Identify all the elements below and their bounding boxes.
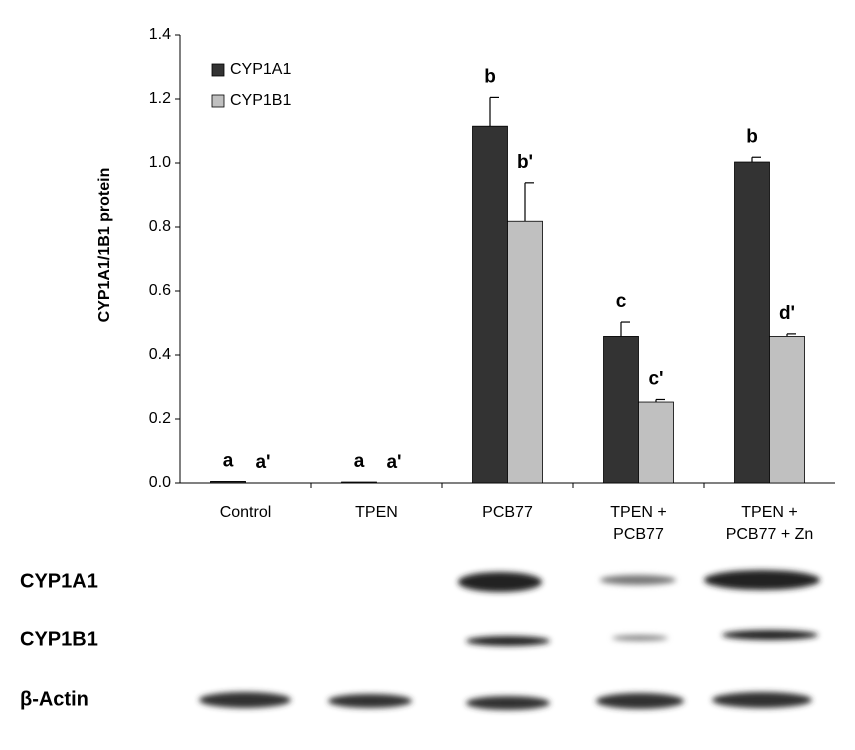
band xyxy=(466,696,550,710)
significance-letter: b xyxy=(484,66,496,87)
bar xyxy=(472,125,508,484)
y-tick-label: 0.2 xyxy=(149,410,171,427)
x-tick-label: Control xyxy=(220,504,272,521)
significance-letter: c' xyxy=(648,368,663,389)
significance-letter: b' xyxy=(517,152,533,173)
significance-letter: c xyxy=(616,291,627,312)
legend-swatch xyxy=(211,63,225,77)
band xyxy=(600,575,676,585)
legend-label: CYP1B1 xyxy=(230,92,291,109)
significance-letter: a xyxy=(354,451,365,472)
band xyxy=(466,636,550,646)
band xyxy=(712,692,812,708)
band xyxy=(199,692,291,708)
band xyxy=(328,694,412,708)
y-tick-label: 1.4 xyxy=(149,26,171,43)
bar xyxy=(341,481,377,484)
x-tick-label: TPEN + xyxy=(610,504,666,521)
y-tick-label: 0.0 xyxy=(149,474,171,491)
y-tick-label: 0.6 xyxy=(149,282,171,299)
y-tick-label: 1.0 xyxy=(149,154,171,171)
band xyxy=(458,572,542,592)
bar xyxy=(210,480,246,484)
band xyxy=(722,630,818,640)
y-tick-label: 0.8 xyxy=(149,218,171,235)
blot-label: β-Actin xyxy=(20,688,89,710)
y-tick-label: 0.4 xyxy=(149,346,171,363)
significance-letter: b xyxy=(746,126,758,147)
blot-label: CYP1B1 xyxy=(20,628,98,650)
band xyxy=(596,693,684,709)
legend-label: CYP1A1 xyxy=(230,61,291,78)
x-tick-label: PCB77 xyxy=(482,504,533,521)
significance-letter: a' xyxy=(255,452,270,473)
bar xyxy=(769,336,805,484)
significance-letter: a xyxy=(223,450,234,471)
significance-letter: a' xyxy=(386,452,401,473)
significance-letter: d' xyxy=(779,303,795,324)
x-tick-label: TPEN + xyxy=(741,504,797,521)
x-tick-label: PCB77 xyxy=(613,526,664,543)
bar xyxy=(603,336,639,484)
bar xyxy=(734,161,770,484)
x-tick-label: TPEN xyxy=(355,504,398,521)
western-blot xyxy=(199,570,820,710)
y-tick-label: 1.2 xyxy=(149,90,171,107)
bar xyxy=(638,401,674,484)
band xyxy=(612,635,668,641)
bar xyxy=(507,220,543,484)
blot-label: CYP1A1 xyxy=(20,570,98,592)
legend-swatch xyxy=(211,94,225,108)
y-axis-label: CYP1A1/1B1 protein xyxy=(96,168,113,323)
x-tick-label: PCB77 + Zn xyxy=(726,526,814,543)
band xyxy=(704,570,820,590)
